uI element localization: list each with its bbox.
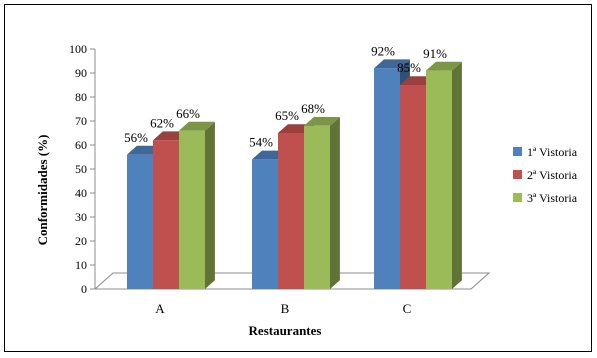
- bar-side-face: [452, 62, 462, 289]
- data-label: 56%: [124, 130, 148, 145]
- legend-item: 2ª Vistoria: [513, 168, 578, 182]
- legend-label: 2ª Vistoria: [527, 168, 578, 182]
- data-label: 54%: [249, 135, 273, 150]
- data-label: 92%: [371, 43, 395, 58]
- data-label: 68%: [301, 101, 325, 116]
- x-tick-label: A: [155, 301, 165, 316]
- bar-front-face: [426, 71, 452, 289]
- legend-swatch: [513, 147, 522, 156]
- bar-front-face: [252, 159, 278, 289]
- y-tick-label: 30: [75, 210, 87, 224]
- x-axis-title: Restaurantes: [249, 323, 322, 338]
- bar: [304, 117, 340, 289]
- y-tick-label: 100: [69, 42, 87, 56]
- legend-label: 3ª Vistoria: [527, 191, 578, 205]
- bar-chart: 0 10 20 30 40 50 60 70 80 90 100 A B C 56%62%66% 54%65…: [5, 5, 593, 353]
- bar-front-face: [400, 85, 426, 289]
- legend-item: 3ª Vistoria: [513, 191, 578, 205]
- bar-side-face: [205, 122, 215, 289]
- bar-front-face: [153, 140, 179, 289]
- data-label: 65%: [275, 108, 299, 123]
- data-label: 85%: [397, 60, 421, 75]
- y-tick-label: 0: [81, 282, 87, 296]
- x-tick-label: B: [281, 301, 290, 316]
- y-tick-label: 50: [75, 162, 87, 176]
- y-tick-label: 70: [75, 114, 87, 128]
- y-tick-label: 60: [75, 138, 87, 152]
- legend-label: 1ª Vistoria: [527, 145, 578, 159]
- data-label: 66%: [176, 106, 200, 121]
- y-tick-label: 20: [75, 234, 87, 248]
- y-axis-title: Conformidades (%): [35, 135, 50, 246]
- bar-side-face: [330, 117, 340, 289]
- y-tick-label: 90: [75, 66, 87, 80]
- y-tick-label: 40: [75, 186, 87, 200]
- bar-front-face: [179, 131, 205, 289]
- data-label: 62%: [150, 115, 174, 130]
- legend-item: 1ª Vistoria: [513, 145, 578, 159]
- chart-frame: 0 10 20 30 40 50 60 70 80 90 100 A B C 56% 62% 66% 54% 65…: [4, 4, 592, 352]
- data-label: 91%: [423, 46, 447, 61]
- bar-front-face: [304, 126, 330, 289]
- legend-swatch: [513, 193, 522, 202]
- x-tick-label: C: [403, 301, 412, 316]
- bar-front-face: [278, 133, 304, 289]
- bar-front-face: [127, 155, 153, 289]
- bar: [426, 62, 462, 289]
- bar-front-face: [374, 68, 400, 289]
- legend-swatch: [513, 170, 522, 179]
- bar: [179, 122, 215, 289]
- y-tick-label: 80: [75, 90, 87, 104]
- y-tick-label: 10: [75, 258, 87, 272]
